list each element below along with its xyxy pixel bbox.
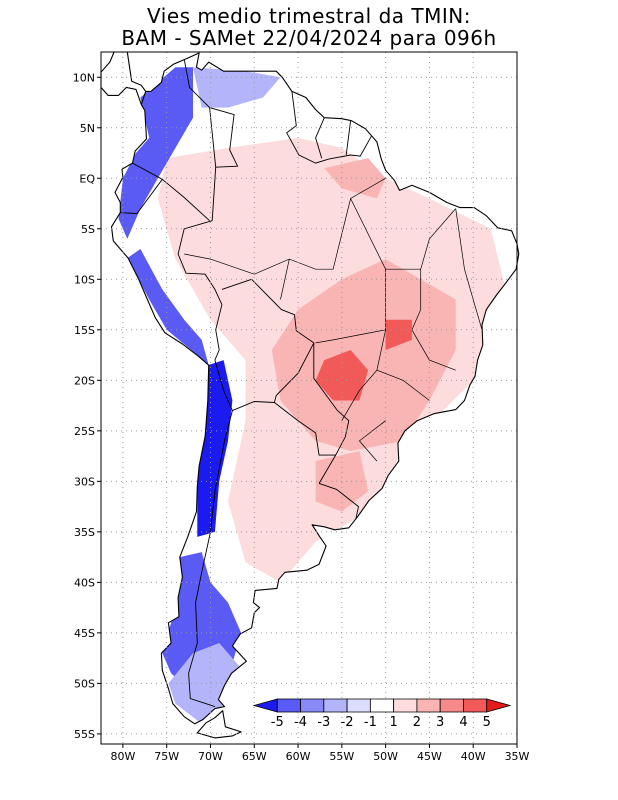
longitude-labels: 80W 75W 70W 65W 60W 55W 50W 45W 40W 35W (110, 744, 530, 763)
border-line-4 (232, 395, 277, 412)
lat-tick-label: 10N (73, 71, 95, 84)
colorbar-swatch (252, 698, 278, 713)
lon-tick-label: 55W (329, 750, 354, 763)
lat-tick-label: 20S (74, 374, 95, 387)
border-line-9 (315, 117, 325, 159)
lat-tick-label: 50S (74, 677, 95, 690)
border-line-5 (274, 342, 350, 456)
colorbar-swatch (439, 698, 464, 713)
colorbar-label: 3 (436, 715, 444, 730)
colorbar-swatch (300, 698, 325, 713)
colorbar-label: -4 (294, 715, 307, 730)
colorbar: -5 -4 -3 -2 -1 1 2 3 4 5 (252, 698, 512, 730)
colorbar-swatch (393, 698, 418, 713)
state-line-8 (184, 253, 255, 275)
bias-field-cold-andes-chile (197, 360, 233, 537)
lon-tick-label: 80W (110, 750, 135, 763)
latitude-labels: 10N 5N EQ 5S 10S 15S 20S 25S 30S 35S 40S 45S 50S 55S (73, 71, 101, 741)
colorbar-swatch (369, 698, 395, 713)
colorbar-swatch (416, 698, 441, 713)
colorbar-label: 5 (483, 715, 491, 730)
lon-tick-label: 75W (154, 750, 179, 763)
state-line-6 (376, 369, 430, 401)
border-line-7 (318, 454, 337, 484)
border-line-0 (183, 59, 239, 221)
border-line-2 (188, 359, 233, 708)
lat-tick-label: 40S (74, 576, 95, 589)
colorbar-label: -5 (271, 715, 284, 730)
colorbar-label: -3 (317, 715, 330, 730)
map-frame (100, 51, 518, 745)
lon-tick-label: 50W (373, 750, 398, 763)
lat-tick-label: 35S (74, 526, 95, 539)
border-line-11 (132, 162, 163, 180)
bias-field-warm-north (324, 158, 386, 199)
border-line-8 (286, 91, 372, 164)
lat-tick-label: 5N (80, 122, 95, 135)
map-title-line-2: BAM - SAMet 22/04/2024 para 096h (121, 26, 497, 50)
lon-tick-label: 45W (417, 750, 442, 763)
colorbar-swatch (276, 698, 301, 713)
lat-tick-label: 15S (74, 324, 95, 337)
colorbar-label: -1 (364, 715, 377, 730)
colorbar-swatch (346, 698, 371, 713)
state-line-9 (280, 259, 290, 300)
map-title-line-1: Vies medio trimestral da TMIN: (147, 4, 471, 28)
state-line-4 (455, 208, 483, 330)
border-line-12 (120, 179, 163, 215)
lat-tick-label: 55S (74, 728, 95, 741)
lon-tick-label: 60W (286, 750, 311, 763)
colorbar-label: -2 (341, 715, 354, 730)
country-borders (120, 59, 483, 708)
lat-tick-label: 5S (81, 223, 95, 236)
state-line-7 (358, 420, 386, 462)
lon-tick-label: 35W (505, 750, 530, 763)
bias-field-hot-pantanal (315, 350, 369, 401)
colorbar-swatch (463, 698, 488, 713)
lat-tick-label: 10S (74, 273, 95, 286)
bias-field-hot-goias (385, 319, 412, 350)
lat-tick-label: EQ (79, 172, 95, 185)
border-line-6 (318, 482, 359, 519)
lon-tick-label: 40W (461, 750, 486, 763)
border-line-10 (345, 120, 352, 156)
bias-field-mild-cold-north (193, 67, 281, 108)
bias-field-cold-andes-north (118, 67, 193, 239)
colorbar-label: 4 (459, 715, 467, 730)
colorbar-label: 1 (389, 715, 397, 730)
lat-tick-label: 25S (74, 425, 95, 438)
state-line-0 (254, 177, 386, 275)
lon-tick-label: 65W (242, 750, 267, 763)
lat-tick-label: 45S (74, 627, 95, 640)
state-line-5 (315, 329, 386, 344)
bias-field-warm-core (271, 259, 456, 451)
colorbar-swatch (486, 698, 512, 713)
lat-tick-label: 30S (74, 475, 95, 488)
colorbar-label: 2 (413, 715, 421, 730)
lon-tick-label: 70W (198, 750, 223, 763)
border-line-1 (177, 220, 223, 361)
border-line-3 (221, 278, 315, 396)
bias-field-cold-andes-peru (127, 249, 209, 366)
bias-fields (118, 67, 509, 724)
border-line-13 (162, 178, 210, 222)
colorbar-swatch (323, 698, 348, 713)
